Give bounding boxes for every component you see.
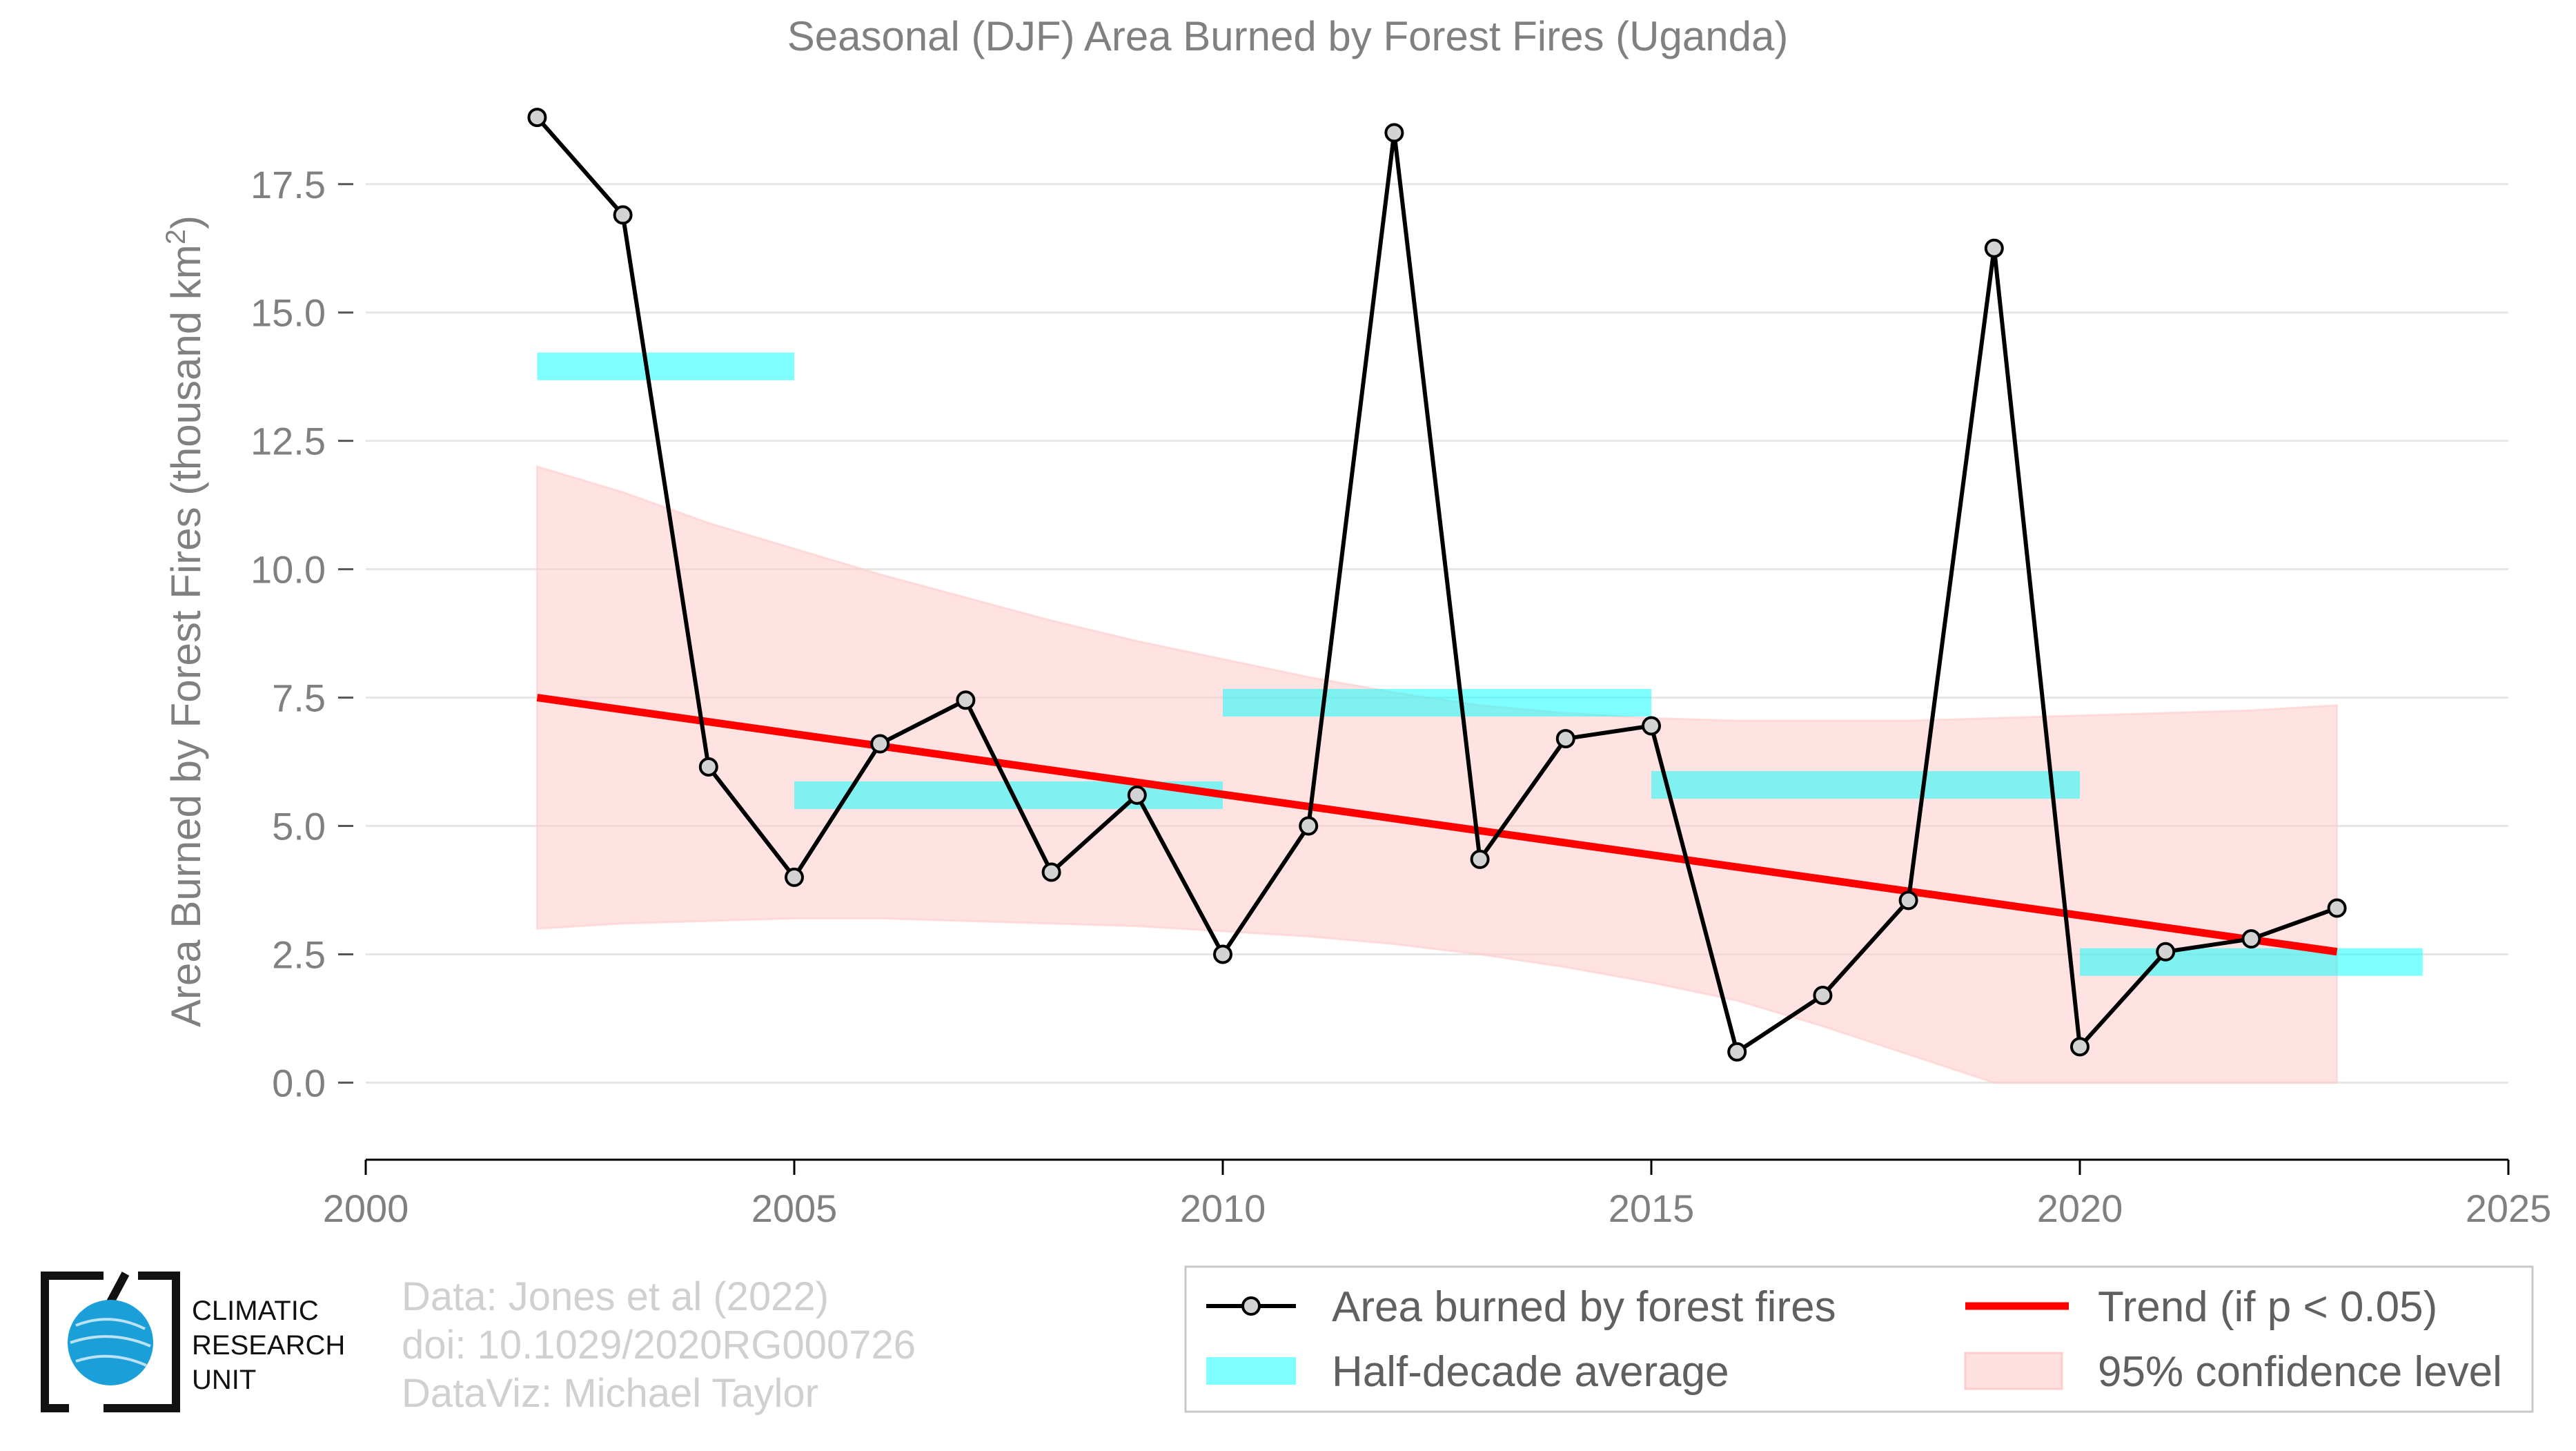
half-decade-bar <box>537 352 794 380</box>
y-tick-label: 12.5 <box>250 420 326 463</box>
credit-data: Data: Jones et al (2022) <box>402 1274 829 1319</box>
confidence-band <box>535 465 2339 1084</box>
legend-confidence-label: 95% confidence level <box>2098 1348 2502 1396</box>
data-point <box>2070 1037 2090 1057</box>
data-point <box>1984 238 2004 258</box>
data-points <box>527 108 2347 1062</box>
data-point <box>527 108 547 128</box>
x-tick-label: 2010 <box>1180 1187 1266 1230</box>
data-point <box>1041 862 1061 882</box>
chart-title: Seasonal (DJF) Area Burned by Forest Fir… <box>787 13 1789 59</box>
y-axis-label-sup: 2 <box>161 229 191 244</box>
data-point <box>956 690 976 710</box>
legend-trend-label: Trend (if p < 0.05) <box>2098 1283 2437 1331</box>
half-decade-bar <box>1223 689 1651 717</box>
legend-series-marker <box>1241 1296 1261 1316</box>
data-point <box>1813 985 1833 1005</box>
data-point <box>1642 716 1661 736</box>
x-tick-label: 2005 <box>751 1187 838 1230</box>
x-ticks: 2000 2005 2010 2015 2020 2025 <box>323 1160 2552 1230</box>
credits: Data: Jones et al (2022) doi: 10.1029/20… <box>402 1274 916 1416</box>
y-tick-label: 0.0 <box>272 1061 326 1104</box>
data-point <box>698 757 718 777</box>
legend-half-decade-swatch <box>1206 1357 1296 1385</box>
legend-half-decade-label: Half-decade average <box>1332 1348 1729 1396</box>
series-line <box>535 116 2338 1054</box>
logo-text-unit: UNIT <box>192 1365 256 1395</box>
data-point <box>1470 849 1490 869</box>
data-point <box>2327 898 2347 918</box>
data-point <box>1384 123 1404 143</box>
legend-confidence-swatch <box>1964 1352 2063 1390</box>
legend-box <box>1184 1265 2534 1413</box>
credit-dataviz: DataViz: Michael Taylor <box>402 1371 818 1416</box>
y-tick-label: 17.5 <box>250 163 326 206</box>
data-point <box>785 867 804 887</box>
logo-globe-lines <box>70 1318 151 1367</box>
legend-series-label: Area burned by forest fires <box>1332 1283 1836 1331</box>
data-point <box>870 734 890 754</box>
data-point <box>1213 944 1232 964</box>
data-point <box>1898 890 1918 910</box>
data-point <box>2241 929 2261 949</box>
y-tick-label: 5.0 <box>272 805 326 848</box>
legend: Area burned by forest fires Half-decade … <box>1184 1265 2534 1413</box>
x-tick-label: 2015 <box>1609 1187 1695 1230</box>
y-tick-label: 7.5 <box>272 676 326 720</box>
y-tick-label: 15.0 <box>250 291 326 335</box>
data-point <box>1127 785 1147 805</box>
half-decade-bar <box>1651 771 2080 799</box>
data-point <box>2156 942 2176 962</box>
data-point <box>613 205 633 225</box>
y-axis-label: Area Burned by Forest Fires (thousand km… <box>161 215 209 1027</box>
y-tick-label: 10.0 <box>250 548 326 592</box>
cru-logo: CLIMATIC RESEARCH UNIT <box>41 1272 345 1412</box>
half-decade-bar <box>2080 948 2423 976</box>
logo-bracket-left <box>41 1272 104 1412</box>
logo-text-research: RESEARCH <box>192 1330 345 1361</box>
logo-text-climatic: CLIMATIC <box>192 1296 319 1326</box>
trend-line <box>536 694 2338 956</box>
data-point <box>1727 1042 1747 1062</box>
logo-bracket-right <box>104 1272 180 1412</box>
y-tick-label: 2.5 <box>272 933 326 976</box>
y-ticks: 0.0 2.5 5.0 7.5 10.0 12.5 15.0 17.5 <box>250 163 353 1104</box>
credit-doi: doi: 10.1029/2020RG000726 <box>402 1323 916 1367</box>
x-tick-label: 2025 <box>2466 1187 2552 1230</box>
x-tick-label: 2000 <box>323 1187 409 1230</box>
data-point <box>1555 729 1575 749</box>
data-point <box>1299 816 1319 836</box>
x-tick-label: 2020 <box>2037 1187 2123 1230</box>
